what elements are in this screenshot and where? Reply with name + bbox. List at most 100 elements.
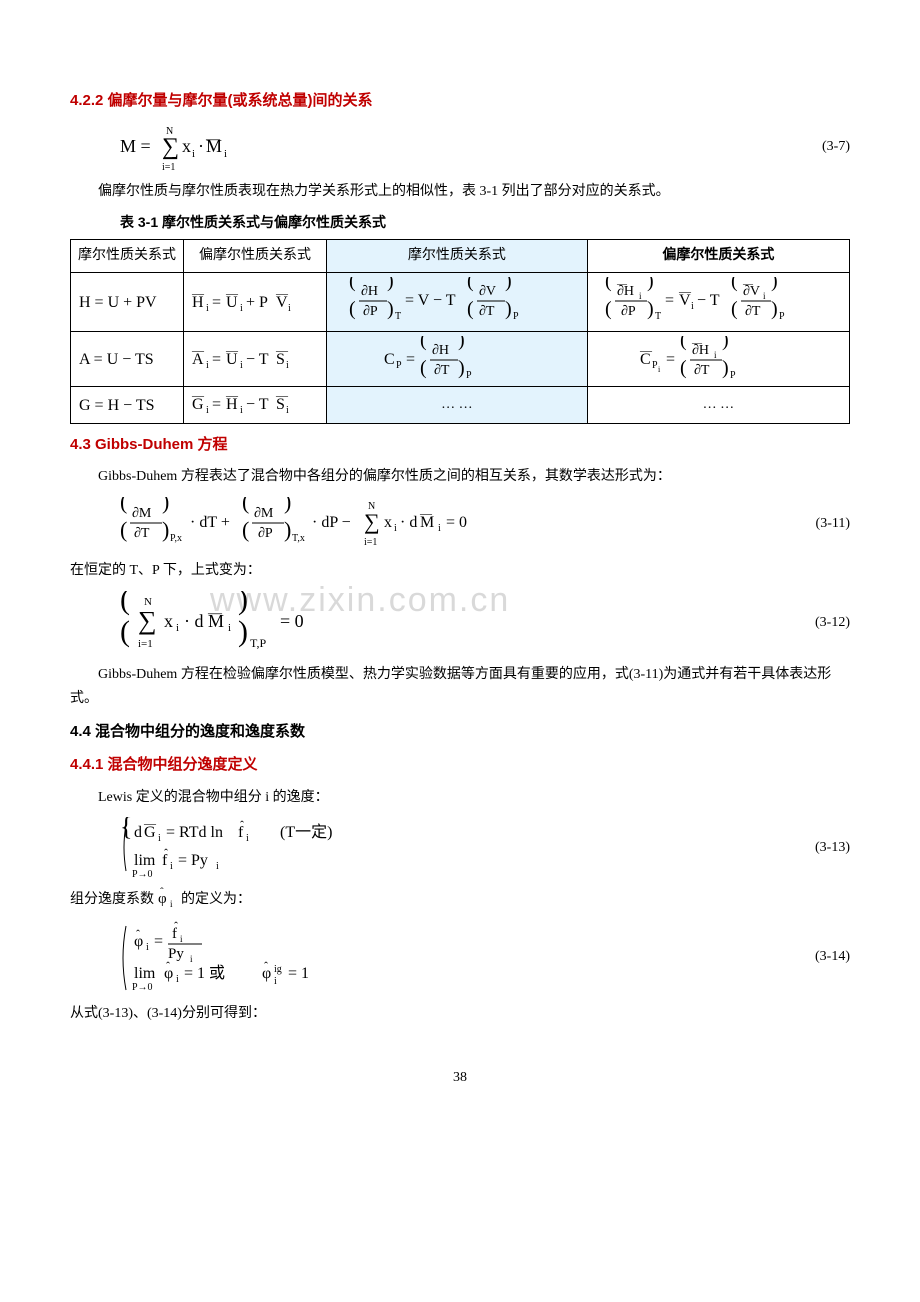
svg-text:∂T: ∂T: [694, 363, 710, 378]
svg-text:φ: φ: [134, 933, 143, 950]
svg-text:M: M: [208, 611, 224, 631]
svg-text:f: f: [172, 926, 177, 942]
svg-text:i: i: [274, 976, 277, 987]
svg-text:·: ·: [198, 136, 204, 156]
svg-text:i: i: [714, 350, 717, 360]
svg-text:(: (: [467, 277, 474, 292]
svg-text:∂V: ∂V: [743, 284, 760, 299]
svg-text:∂M: ∂M: [254, 506, 274, 521]
svg-text:P→0: P→0: [132, 869, 153, 879]
page-number: 38: [70, 1066, 850, 1090]
svg-text:i=1: i=1: [162, 162, 175, 172]
svg-text:H = U + PV: H = U + PV: [79, 294, 157, 311]
svg-text:U: U: [226, 351, 238, 368]
equation-3-14: ˆ φ i = ˆ f i Py i lim P→0 ˆ φ i = 1 或 ˆ…: [120, 920, 850, 994]
table-cell: … …: [587, 386, 849, 423]
svg-text:=: =: [666, 351, 675, 368]
svg-text:A = U − TS: A = U − TS: [79, 351, 154, 368]
svg-text:(: (: [120, 497, 127, 514]
svg-text:i: i: [240, 405, 243, 416]
table-cell: — A i = — U i − T — S i: [184, 331, 327, 386]
svg-text:C: C: [640, 351, 651, 368]
table-cell: A = U − TS: [71, 331, 184, 386]
paragraph: Lewis 定义的混合物中组分 i 的逸度：: [70, 786, 850, 810]
svg-text:∂P: ∂P: [363, 304, 378, 319]
svg-text:M =: M =: [120, 136, 151, 156]
svg-text:i=1: i=1: [138, 638, 153, 650]
heading-4-2-2: 4.2.2 偏摩尔量与摩尔量(或系统总量)间的关系: [70, 88, 850, 114]
svg-text:i: i: [190, 954, 193, 964]
svg-text:= 1 或: = 1 或: [184, 964, 225, 982]
svg-text:i: i: [639, 291, 642, 301]
table-cell: — C P i = ( ( — ∂H i ∂T ) ) P: [587, 331, 849, 386]
svg-text:i: i: [288, 303, 291, 314]
svg-text:T: T: [655, 311, 661, 322]
eq-number: (3-11): [780, 512, 850, 536]
svg-text:i: i: [206, 405, 209, 416]
svg-text:): ): [162, 517, 169, 542]
table-cell: — G i = — H i − T — S i: [184, 386, 327, 423]
table-header: 摩尔性质关系式: [71, 240, 184, 273]
svg-text:H: H: [192, 294, 204, 311]
svg-text:− T: − T: [246, 351, 269, 368]
svg-text:): ): [387, 298, 394, 320]
svg-text:): ): [505, 298, 512, 320]
table-cell: C P = ( ( ∂H ∂T ) ) P: [327, 331, 588, 386]
svg-text:∑: ∑: [138, 606, 157, 635]
svg-text:i: i: [286, 360, 289, 371]
svg-text:i: i: [246, 833, 249, 844]
svg-text:x: x: [182, 136, 191, 156]
svg-text:=: =: [212, 351, 221, 368]
svg-text:G: G: [192, 396, 204, 413]
svg-text:i: i: [170, 899, 173, 907]
svg-text:V: V: [679, 292, 691, 309]
svg-text:U: U: [226, 294, 238, 311]
svg-text:· dP −: · dP −: [312, 514, 351, 531]
svg-text:= RTd ln: = RTd ln: [166, 824, 223, 841]
svg-text:): ): [458, 336, 465, 351]
svg-text:i: i: [206, 360, 209, 371]
table-cell: … …: [327, 386, 588, 423]
svg-text:=: =: [154, 933, 163, 950]
equation-3-7: M = N ∑ i=1 x i · — M i (3-7): [120, 122, 850, 172]
svg-text:=: =: [406, 351, 415, 368]
svg-text:(: (: [242, 497, 249, 514]
equation-3-13: { d — G i = RTd ln ˆ f i (T一定) lim P→0 ˆ…: [120, 817, 850, 879]
svg-text:A: A: [192, 351, 204, 368]
paragraph: Gibbs-Duhem 方程表达了混合物中各组分的偏摩尔性质之间的相互关系，其数…: [70, 465, 850, 489]
svg-text:f: f: [162, 852, 168, 869]
svg-text:i: i: [176, 974, 179, 985]
svg-text:+ P: + P: [246, 294, 268, 311]
eq-number: (3-14): [780, 945, 850, 969]
svg-text:): ): [162, 497, 169, 514]
svg-text:i=1: i=1: [364, 537, 377, 548]
svg-text:G: G: [144, 824, 156, 841]
svg-text:): ): [284, 517, 291, 542]
svg-text:H: H: [226, 396, 238, 413]
paragraph: Gibbs-Duhem 方程在检验偏摩尔性质模型、热力学实验数据等方面具有重要的…: [70, 663, 850, 711]
svg-text:= 1: = 1: [288, 965, 309, 982]
svg-text:): ): [647, 277, 654, 292]
paragraph: 偏摩尔性质与摩尔性质表现在热力学关系形式上的相似性，表 3-1 列出了部分对应的…: [70, 180, 850, 204]
svg-text:i: i: [158, 833, 161, 844]
svg-text:i: i: [691, 301, 694, 312]
svg-text:∂H: ∂H: [361, 284, 378, 299]
svg-text:(: (: [120, 591, 130, 616]
svg-text:· d: · d: [400, 514, 417, 531]
svg-text:(: (: [680, 357, 687, 379]
svg-text:= V − T: = V − T: [405, 292, 456, 309]
svg-text:S: S: [276, 396, 285, 413]
svg-text:P,x: P,x: [170, 533, 182, 544]
svg-text:· dT +: · dT +: [190, 514, 230, 531]
heading-4-3: 4.3 Gibbs-Duhem 方程: [70, 432, 850, 458]
svg-text:= 0: = 0: [446, 514, 467, 531]
svg-text:∑: ∑: [162, 134, 179, 160]
svg-text:P: P: [466, 370, 472, 381]
table-cell: — H i = — U i + P — V i: [184, 272, 327, 331]
svg-text:i: i: [763, 291, 766, 301]
table-caption: 表 3-1 摩尔性质关系式与偏摩尔性质关系式: [120, 211, 850, 235]
svg-text:): ): [238, 591, 248, 616]
svg-text:= 0: = 0: [280, 611, 304, 631]
svg-text:(: (: [120, 517, 127, 542]
svg-text:i: i: [228, 622, 231, 634]
